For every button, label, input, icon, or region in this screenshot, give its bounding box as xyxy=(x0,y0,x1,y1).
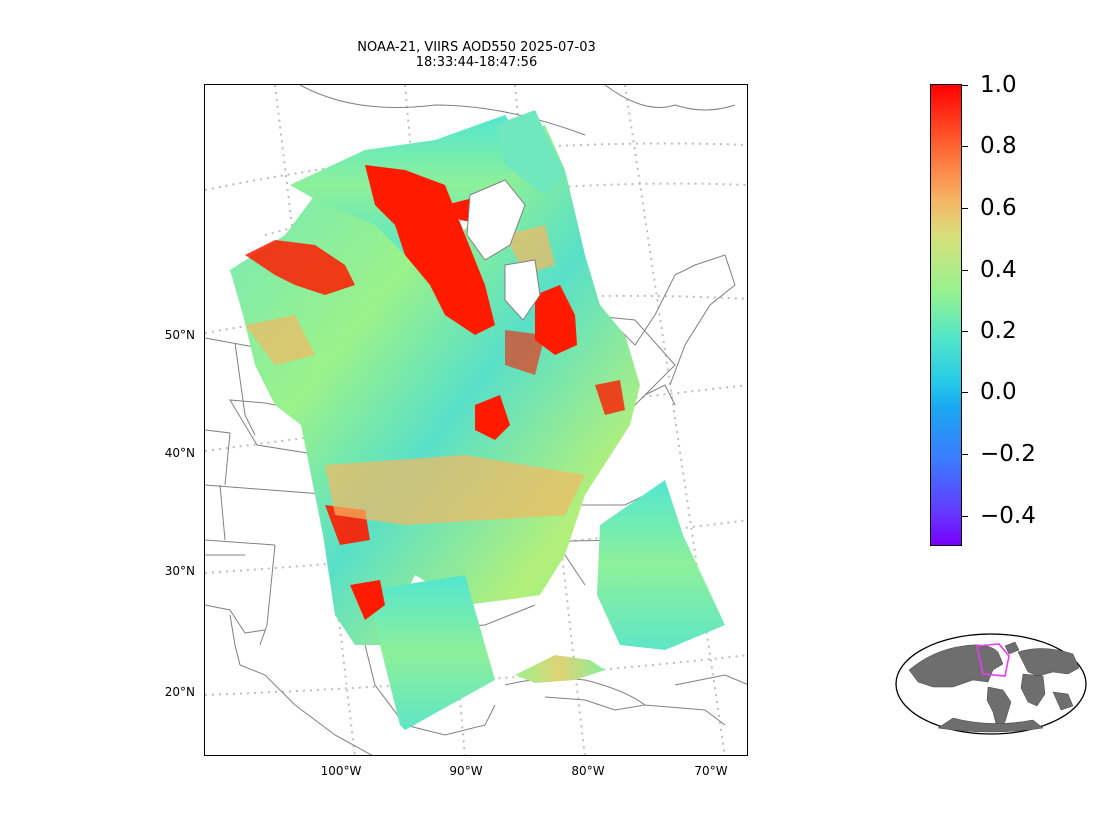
title-line-1: NOAA-21, VIIRS AOD550 2025-07-03 xyxy=(357,40,596,55)
lat-label-40: 40°N xyxy=(164,446,195,460)
colorbar-label-neg-0.2: −0.2 xyxy=(980,441,1036,467)
lat-label-20: 20°N xyxy=(164,685,195,699)
aod-high-patches xyxy=(245,165,625,620)
lat-label-30: 30°N xyxy=(164,564,195,578)
colorbar-label-1.0: 1.0 xyxy=(980,72,1017,98)
colorbar-tick xyxy=(962,392,968,393)
aod-mid-patches xyxy=(245,225,585,525)
map-canvas xyxy=(205,85,747,755)
colorbar-tick xyxy=(962,270,968,271)
title-line-2: 18:33:44-18:47:56 xyxy=(415,55,538,70)
lon-label-100w: 100°W xyxy=(320,764,362,778)
colorbar-tick xyxy=(962,208,968,209)
map-title: NOAA-21, VIIRS AOD550 2025-07-03 18:33:4… xyxy=(205,40,748,70)
colorbar-tick xyxy=(962,146,968,147)
colorbar-label-0.8: 0.8 xyxy=(980,133,1017,159)
colorbar-label-0.2: 0.2 xyxy=(980,318,1017,344)
colorbar-tick xyxy=(962,454,968,455)
lat-label-50: 50°N xyxy=(164,328,195,342)
colorbar-label-neg-0.4: −0.4 xyxy=(980,503,1036,529)
lon-label-90w: 90°W xyxy=(449,764,483,778)
lakes xyxy=(466,179,541,321)
colorbar-label-0.4: 0.4 xyxy=(980,257,1017,283)
lon-label-80w: 80°W xyxy=(571,764,605,778)
colorbar-tick xyxy=(962,85,968,86)
colorbar-tick xyxy=(962,331,968,332)
colorbar-label-0.0: 0.0 xyxy=(980,379,1017,405)
colorbar-label-0.6: 0.6 xyxy=(980,195,1017,221)
colorbar-tick xyxy=(962,516,968,517)
inset-globe-map xyxy=(893,632,1089,736)
aod-map xyxy=(204,84,748,756)
colorbar xyxy=(930,84,962,546)
lon-label-70w: 70°W xyxy=(694,764,728,778)
